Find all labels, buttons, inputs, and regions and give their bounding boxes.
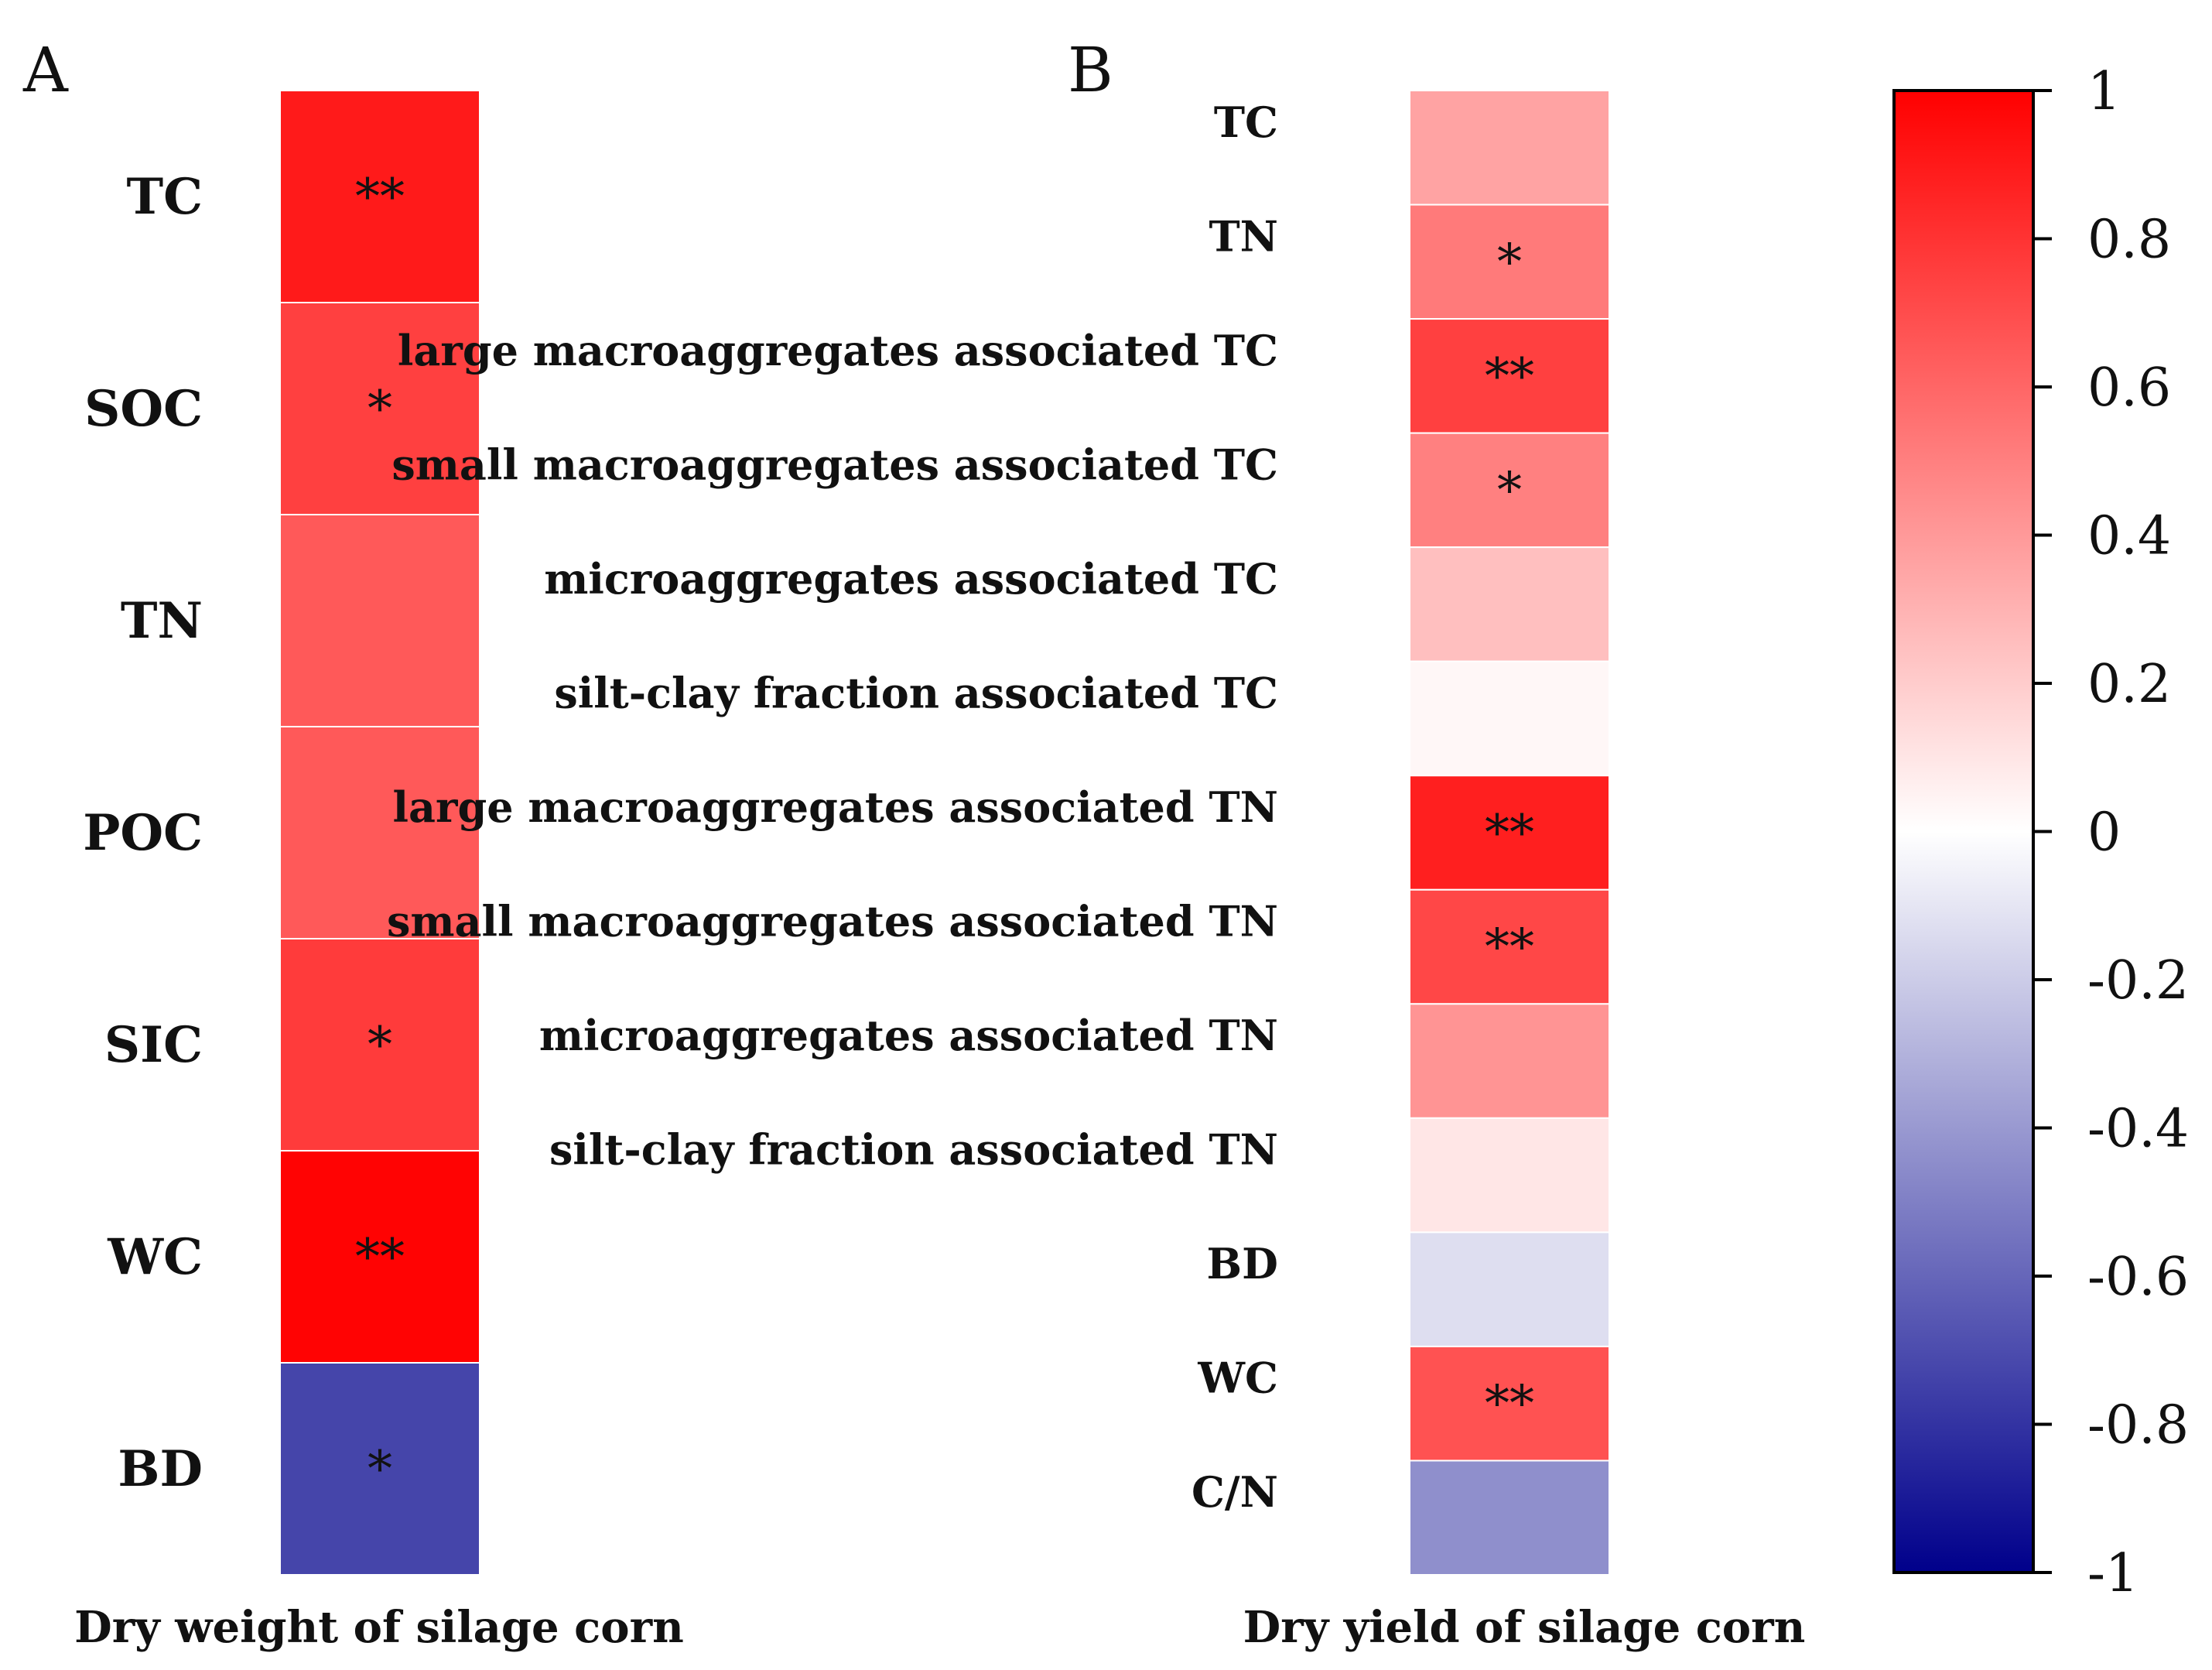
heatmap-cell	[279, 302, 480, 515]
significance-marker: *	[1497, 234, 1522, 291]
heatmap-cell	[1409, 1231, 1610, 1347]
colorbar: 1 0.8 0.6 0.4 0.2 0 -0.2 -0.4 -0.6 -0.8 -1	[1892, 61, 2189, 1604]
heatmap-cell	[1409, 90, 1610, 206]
significance-marker: *	[368, 1017, 392, 1074]
row-label: silt-clay fraction associated TN	[549, 1125, 1278, 1175]
significance-marker: *	[368, 381, 392, 438]
row-label: microaggregates associated TC	[544, 554, 1278, 604]
row-label: BD	[1207, 1239, 1278, 1288]
colorbar-tick-label: -0.8	[2087, 1395, 2189, 1456]
heatmap-cell	[279, 514, 480, 727]
colorbar-tick-label: 0.2	[2087, 654, 2171, 715]
heatmap-cell	[1409, 660, 1610, 777]
colorbar-gradient	[1892, 89, 2035, 1574]
row-label: small macroaggregates associated TC	[391, 440, 1278, 489]
row-label: SIC	[104, 1016, 203, 1074]
heatmap-cell	[1409, 546, 1610, 662]
heatmap-cell	[1409, 1345, 1610, 1462]
heatmap-cell	[1409, 318, 1610, 434]
colorbar-tick-label: -0.6	[2087, 1247, 2189, 1308]
heatmap-cell	[1409, 1460, 1610, 1576]
colorbar-tick-label: -0.2	[2087, 950, 2189, 1011]
colorbar-tick-label: 0.6	[2087, 358, 2171, 419]
row-label: microaggregates associated TN	[539, 1011, 1278, 1060]
panel-b-heatmap: TC TN * large macroaggregates associated TC…	[387, 90, 1610, 1576]
significance-marker: **	[355, 169, 405, 226]
panel-a-heatmap: TC ** SOC * TN POC SIC * WC ** BD *	[83, 90, 480, 1576]
heatmap-cell	[1409, 775, 1610, 891]
row-label: WC	[107, 1228, 203, 1286]
row-label: C/N	[1191, 1467, 1278, 1517]
row-label: small macroaggregates associated TN	[387, 897, 1278, 946]
significance-marker: **	[355, 1229, 405, 1286]
colorbar-tick-label: 0.4	[2087, 506, 2171, 567]
significance-marker: *	[368, 1441, 392, 1498]
heatmap-cell	[1409, 888, 1610, 1005]
row-label: TC	[1214, 98, 1278, 147]
colorbar-tick-label: 1	[2087, 61, 2121, 122]
row-label: WC	[1197, 1353, 1278, 1403]
row-label: BD	[118, 1440, 203, 1498]
heatmap-cell	[279, 90, 480, 303]
heatmap-cell	[279, 726, 480, 939]
panel-a-column-label: Dry weight of silage corn	[74, 1602, 684, 1653]
heatmap-cell	[1409, 1003, 1610, 1119]
heatmap-cell	[279, 1150, 480, 1364]
row-label: silt-clay fraction associated TC	[554, 668, 1278, 717]
heatmap-cell	[279, 1362, 480, 1576]
significance-marker: *	[1497, 462, 1522, 519]
colorbar-tick-label: -1	[2087, 1543, 2138, 1604]
significance-marker: **	[1485, 805, 1534, 862]
significance-marker: **	[1485, 348, 1534, 406]
row-label: TC	[126, 168, 203, 226]
colorbar-tick-label: 0	[2087, 802, 2121, 864]
panel-a-letter: A	[22, 34, 69, 106]
significance-marker: **	[1485, 919, 1534, 977]
row-label: large macroaggregates associated TN	[393, 782, 1279, 832]
colorbar-tick-label: 0.8	[2087, 210, 2171, 271]
row-label: TN	[1209, 211, 1278, 261]
row-label: TN	[121, 592, 203, 650]
panel-b-column-label: Dry yield of silage corn	[1243, 1602, 1806, 1653]
row-label: large macroaggregates associated TC	[398, 326, 1278, 375]
heatmap-cell	[1409, 1117, 1610, 1234]
significance-marker: **	[1485, 1376, 1534, 1433]
heatmap-cell	[279, 938, 480, 1152]
row-label: SOC	[84, 380, 203, 438]
panel-b-letter: B	[1068, 34, 1113, 106]
colorbar-tick-label: -0.4	[2087, 1099, 2189, 1160]
row-label: POC	[83, 804, 203, 862]
